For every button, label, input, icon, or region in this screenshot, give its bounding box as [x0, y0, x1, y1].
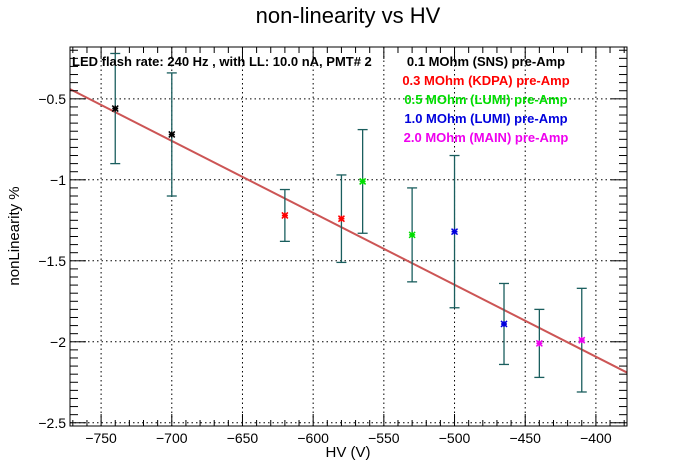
- chart-title: non-linearity vs HV: [256, 3, 441, 28]
- y-axis-label: nonLinearity %: [6, 186, 23, 285]
- legend-entry: 0.3 MOhm (KDPA) pre-Amp: [402, 73, 569, 88]
- data-point-marker: [578, 336, 586, 344]
- y-tick-label: −2.5: [38, 415, 66, 431]
- y-tick-label: −1.5: [38, 253, 66, 269]
- x-tick-label: −500: [439, 430, 471, 446]
- data-point-marker: [500, 320, 508, 328]
- legend-entry: 0.1 MOhm (SNS) pre-Amp: [407, 54, 565, 69]
- legend: 0.1 MOhm (SNS) pre-Amp 0.3 MOhm (KDPA) pr…: [402, 54, 569, 145]
- data-point-marker: [111, 105, 119, 113]
- x-tick-label: −600: [297, 430, 329, 446]
- x-tick-label: −450: [509, 430, 541, 446]
- x-axis-label: HV (V): [326, 444, 371, 461]
- x-tick-label: −400: [580, 430, 612, 446]
- data-point-marker: [408, 231, 416, 239]
- fit-line-group: [69, 88, 628, 374]
- chart-annotation: LED flash rate: 240 Hz , with LL: 10.0 n…: [72, 54, 372, 69]
- y-tick-label: −2: [50, 334, 66, 350]
- fit-line: [69, 88, 628, 374]
- data-point-marker: [450, 228, 459, 236]
- x-tick-label: −550: [368, 430, 400, 446]
- legend-entry: 1.0 MOhm (LUMI) pre-Amp: [404, 111, 567, 126]
- y-tick-label: −0.5: [38, 91, 66, 107]
- data-point-marker: [535, 339, 543, 347]
- data-points: [111, 105, 586, 347]
- x-tick-label: −750: [85, 430, 117, 446]
- x-tick-label: −650: [227, 430, 259, 446]
- legend-entry: 2.0 MOhm (MAIN) pre-Amp: [404, 130, 569, 145]
- data-point-marker: [337, 215, 345, 223]
- data-point-marker: [281, 211, 289, 219]
- y-tick-label: −1: [50, 172, 66, 188]
- legend-entry: 0.5 MOhm (LUMI) pre-Amp: [404, 92, 567, 107]
- y-axis-ticks: −2.5 −2 −1.5 −1 −0.5: [38, 49, 627, 431]
- data-point-marker: [168, 130, 176, 138]
- x-axis-ticks: −750 −700 −650 −600 −550 −500 −450 −400: [72, 47, 625, 446]
- data-point-marker: [359, 177, 367, 185]
- x-tick-label: −700: [156, 430, 188, 446]
